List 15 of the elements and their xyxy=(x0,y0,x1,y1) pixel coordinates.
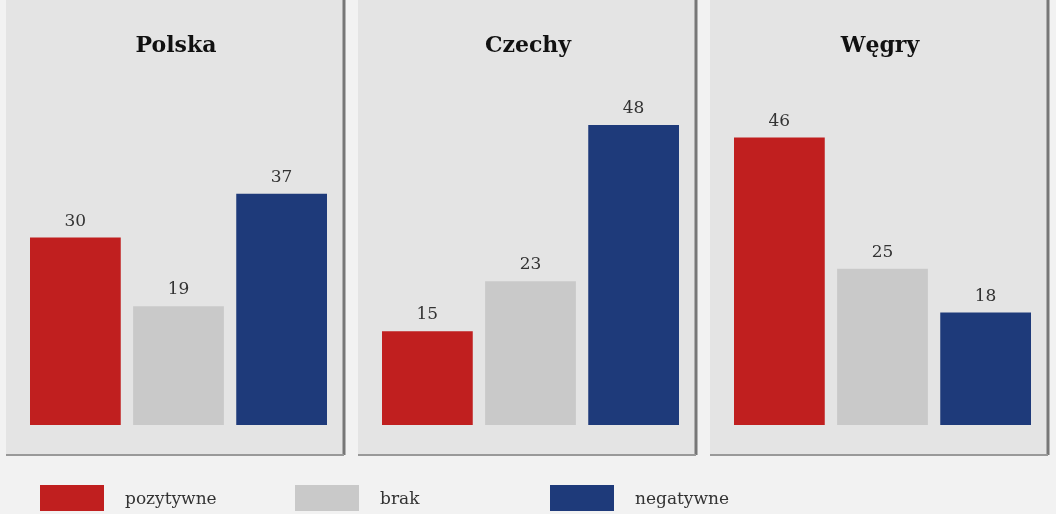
data-label: 23 xyxy=(519,253,542,274)
chart-title: Węgry xyxy=(839,31,921,57)
data-label: 19 xyxy=(167,278,190,299)
data-label: 18 xyxy=(974,284,997,305)
data-label: 30 xyxy=(64,209,87,230)
data-label: 15 xyxy=(416,303,439,324)
data-label: 46 xyxy=(768,109,791,130)
data-label: 48 xyxy=(622,97,645,117)
legend-label: pozytywne xyxy=(125,488,217,508)
legend-label: negatywne xyxy=(635,488,730,508)
legend-label: brak xyxy=(380,488,421,508)
chart-title: Czechy xyxy=(484,31,573,57)
data-label: 37 xyxy=(270,165,293,186)
chart-title: Polska xyxy=(135,31,217,57)
data-label: 25 xyxy=(871,240,894,261)
